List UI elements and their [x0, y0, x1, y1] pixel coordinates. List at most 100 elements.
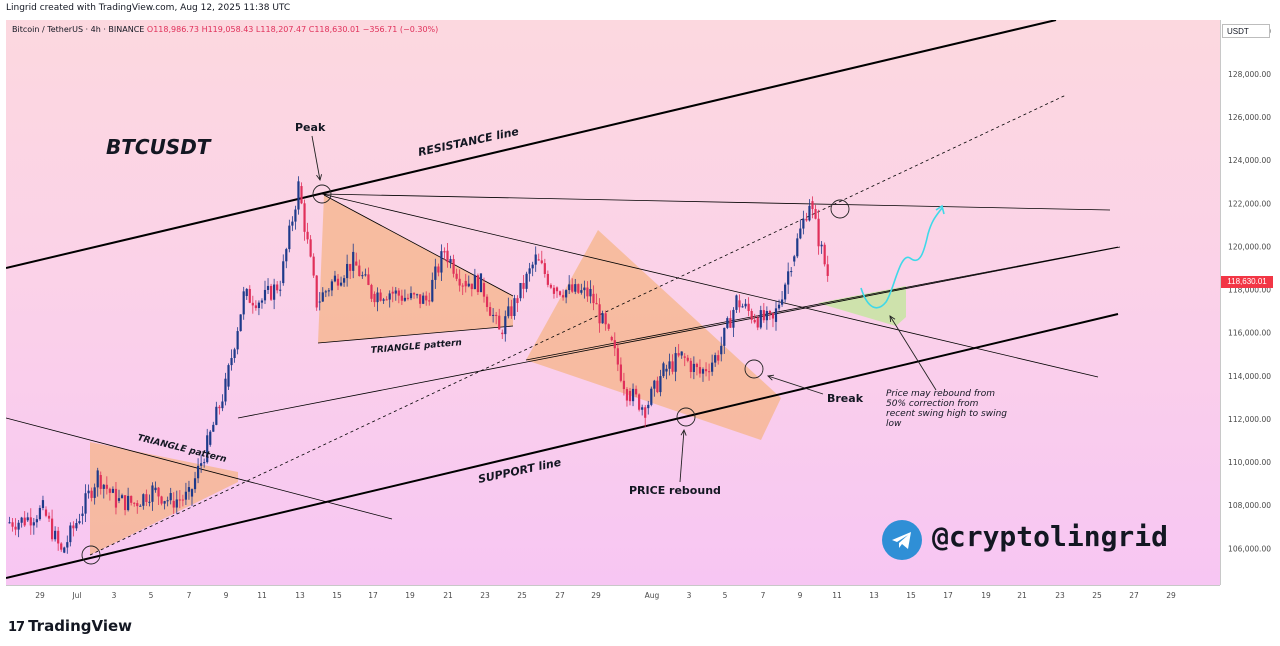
candle — [647, 400, 650, 415]
candle — [123, 494, 127, 516]
candle — [692, 356, 695, 380]
time-axis[interactable]: 29 Jul 3 5 7 9 11 13 15 17 19 21 23 25 27 29 Aug 3 5 7 9 11 13… — [6, 585, 1220, 604]
time-tick-label: 27 — [555, 591, 565, 600]
candle — [756, 315, 759, 331]
symbol-info[interactable]: Bitcoin / TetherUS · 4h · BINANCE O118,9… — [12, 25, 438, 34]
price-tick-label: 110,000.00 — [1228, 458, 1271, 467]
candle — [397, 288, 400, 304]
candle — [698, 359, 702, 378]
candle — [391, 286, 394, 303]
note-arrow — [889, 315, 937, 391]
candle — [233, 347, 236, 363]
currency-selector[interactable]: USDT — [1222, 24, 1270, 38]
candle — [464, 273, 467, 293]
candle — [111, 486, 115, 494]
price-tick-label: 124,000.00 — [1228, 156, 1271, 165]
candle — [534, 246, 537, 272]
candle — [29, 508, 32, 535]
time-tick-label: 7 — [187, 591, 192, 600]
price-tick-label: 126,000.00 — [1228, 113, 1271, 122]
candle — [367, 267, 370, 286]
candle — [537, 253, 540, 261]
candle — [266, 278, 270, 294]
tradingview-logo[interactable]: 17 TradingView — [8, 617, 132, 635]
candle — [802, 210, 805, 235]
candle — [631, 383, 635, 407]
candle — [714, 352, 717, 367]
candle — [318, 292, 321, 311]
candle — [218, 405, 221, 415]
price-axis[interactable]: 106,000.00 108,000.00 110,000.00 112,000.00… — [1220, 20, 1277, 585]
candle — [510, 299, 513, 319]
candle — [382, 297, 385, 304]
candle — [504, 310, 507, 342]
peak-arrow — [311, 135, 323, 182]
time-tick-label: 17 — [943, 591, 953, 600]
candle — [63, 546, 66, 554]
time-tick-label: 23 — [480, 591, 490, 600]
candle — [193, 471, 197, 493]
time-tick-label: 29 — [1166, 591, 1176, 600]
price-tick-label: 122,000.00 — [1228, 199, 1271, 208]
resistance-line — [6, 20, 1057, 269]
projection-arrow-head — [935, 204, 945, 215]
candle — [653, 379, 656, 397]
candle — [269, 283, 273, 302]
candle — [291, 216, 294, 232]
candle — [93, 483, 96, 505]
candle — [735, 294, 738, 313]
time-tick-label: 27 — [1129, 591, 1139, 600]
symbol-name[interactable]: Bitcoin / TetherUS · 4h · BINANCE — [12, 25, 145, 34]
candle — [440, 244, 443, 281]
candle — [814, 204, 817, 220]
last-price-label: 118,630.01 — [1221, 276, 1273, 288]
candle — [613, 332, 616, 357]
candle — [373, 291, 376, 307]
candle — [634, 385, 638, 398]
candle — [449, 255, 452, 269]
candle — [771, 312, 775, 328]
candle — [738, 294, 741, 313]
candle — [446, 243, 449, 268]
time-tick-label: 19 — [981, 591, 991, 600]
candle — [139, 504, 142, 507]
falling-channel-pattern — [526, 230, 781, 440]
candle — [151, 482, 154, 511]
candle — [525, 271, 528, 293]
candle — [8, 516, 11, 524]
candle — [552, 285, 556, 299]
candle — [69, 522, 72, 547]
candle — [330, 279, 334, 297]
candle — [768, 309, 772, 321]
candle — [574, 278, 577, 295]
candle — [394, 287, 397, 301]
telegram-icon — [882, 520, 922, 560]
candle — [823, 242, 826, 267]
candle — [415, 293, 419, 299]
chart-area[interactable]: BTCUSDT Peak RESISTANCE line SUPPORT lin… — [6, 20, 1220, 585]
candle — [81, 506, 84, 525]
candle — [622, 372, 626, 396]
peak-horizontal-line — [321, 193, 1111, 211]
candle — [99, 471, 102, 495]
candle — [41, 495, 45, 511]
candle — [425, 291, 428, 306]
candle — [117, 489, 121, 504]
candle — [543, 258, 546, 278]
candle — [501, 329, 504, 340]
candle — [136, 500, 139, 514]
candle — [403, 289, 407, 302]
candle — [306, 222, 309, 244]
price-chart[interactable]: BTCUSDT Peak RESISTANCE line SUPPORT lin… — [6, 20, 1220, 585]
candle — [680, 351, 683, 359]
candle — [133, 502, 136, 507]
candle — [370, 283, 373, 302]
candle — [303, 199, 306, 241]
candle — [595, 293, 598, 305]
time-tick-label: 17 — [368, 591, 378, 600]
candle — [102, 483, 105, 499]
candle — [677, 344, 680, 358]
candle — [513, 294, 516, 320]
candle — [60, 542, 63, 552]
candle — [817, 209, 820, 255]
